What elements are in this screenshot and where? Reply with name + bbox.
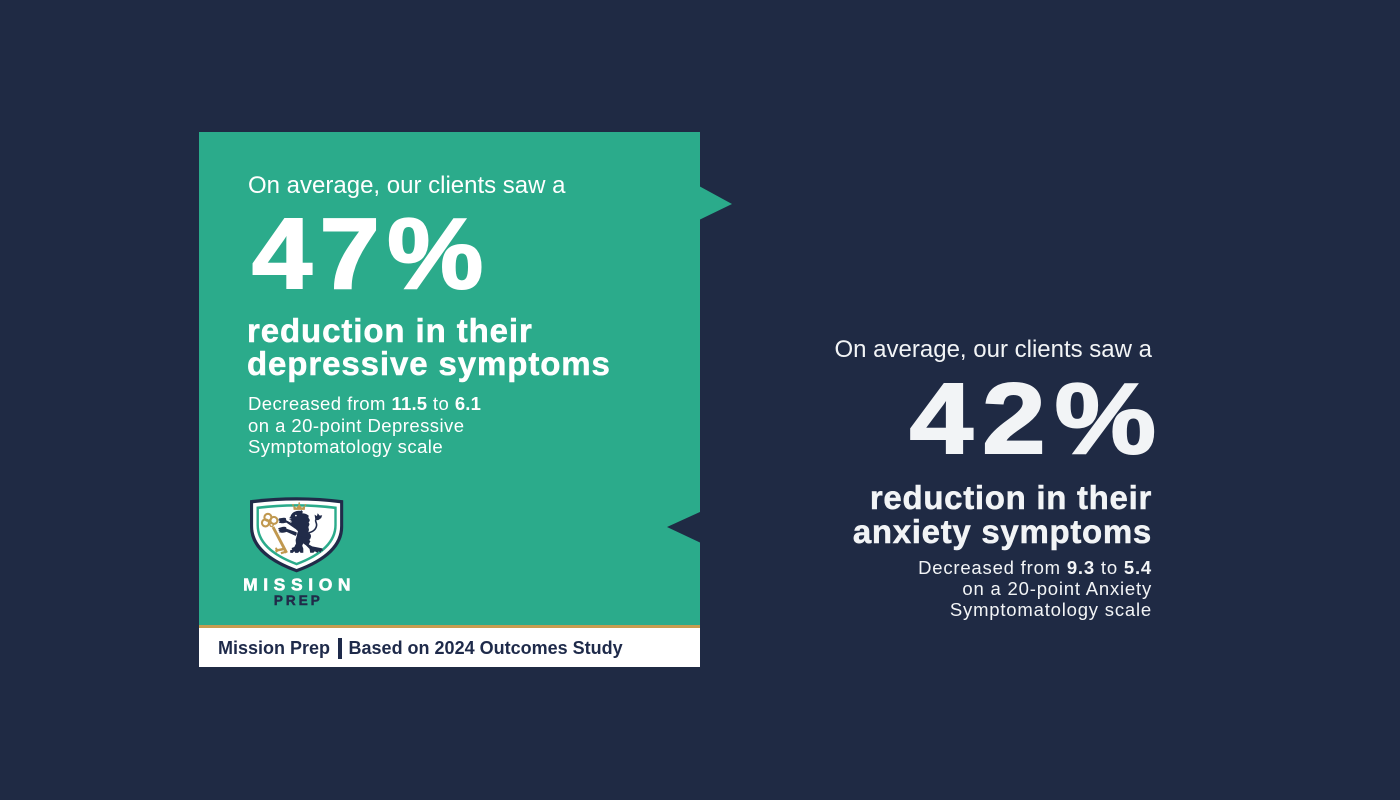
svg-text:MISSION: MISSION: [244, 575, 351, 595]
svg-text:PREP: PREP: [274, 593, 320, 608]
